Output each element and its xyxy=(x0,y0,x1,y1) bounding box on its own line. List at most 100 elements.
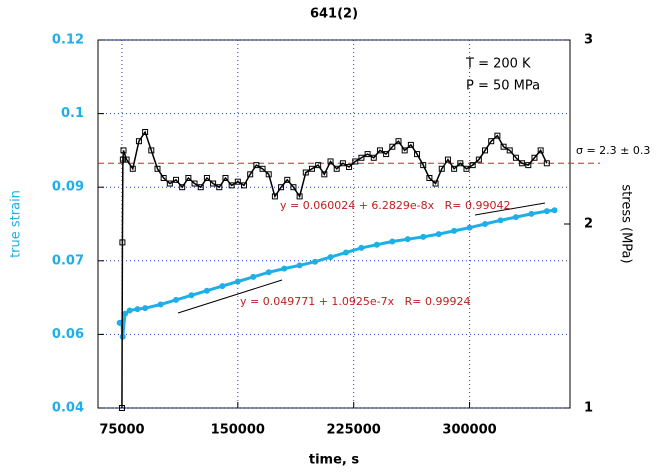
data-point xyxy=(463,165,470,172)
y2-tick-label: 1 xyxy=(584,401,593,416)
data-point xyxy=(364,151,371,158)
data-point xyxy=(543,160,550,167)
data-point xyxy=(389,143,396,150)
data-point xyxy=(296,262,303,269)
data-point xyxy=(308,165,315,172)
data-point xyxy=(118,405,125,411)
data-point xyxy=(531,154,538,161)
chart-title: 641(2) xyxy=(310,7,358,22)
data-point xyxy=(519,160,526,167)
data-point xyxy=(404,236,411,243)
data-point xyxy=(250,273,257,280)
y-tick-label: 0.09 xyxy=(52,180,84,195)
data-point xyxy=(265,171,272,178)
data-point xyxy=(383,151,390,158)
data-point xyxy=(346,163,353,170)
x-tick-label: 150000 xyxy=(211,423,265,438)
data-point xyxy=(203,175,210,181)
data-point xyxy=(435,231,442,238)
plot-frame xyxy=(97,39,571,409)
data-point xyxy=(407,141,414,148)
data-point xyxy=(444,156,451,163)
data-point xyxy=(401,147,408,154)
data-point xyxy=(197,184,204,191)
data-point xyxy=(120,147,127,154)
data-point xyxy=(457,160,464,167)
data-point xyxy=(315,162,322,169)
data-point xyxy=(126,307,133,314)
data-point xyxy=(506,147,513,154)
fit-label: y = 0.060024 + 6.2829e-8x R= 0.99042 xyxy=(280,199,510,212)
annotation: P = 50 MPa xyxy=(466,79,540,94)
data-point xyxy=(185,175,192,181)
data-point xyxy=(228,182,235,189)
data-point xyxy=(537,147,544,154)
data-point xyxy=(296,193,303,200)
y2-tick-label: 3 xyxy=(584,33,593,48)
data-point xyxy=(525,162,532,169)
data-point xyxy=(284,176,291,183)
data-point xyxy=(543,208,550,215)
data-point xyxy=(302,169,309,176)
data-point xyxy=(466,224,473,231)
y-tick-label: 0.06 xyxy=(52,327,84,342)
data-point xyxy=(173,176,180,183)
y-tick-label: 0.04 xyxy=(52,401,84,416)
data-point xyxy=(494,132,501,139)
data-point xyxy=(203,287,210,294)
data-point xyxy=(551,207,558,214)
data-point xyxy=(290,184,297,191)
data-point xyxy=(469,162,476,169)
data-point xyxy=(339,160,346,167)
data-point xyxy=(234,278,241,285)
data-point xyxy=(451,227,458,234)
annotation: T = 200 K xyxy=(465,57,531,72)
data-point xyxy=(259,165,266,172)
data-point xyxy=(451,165,458,172)
annotation: σ = 2.3 ± 0.3 xyxy=(576,144,650,157)
data-point xyxy=(142,305,149,312)
data-point xyxy=(265,269,272,276)
data-point xyxy=(166,180,173,187)
data-point xyxy=(134,306,141,313)
y-tick-label: 0.12 xyxy=(52,33,84,48)
y2-axis-label: stress (MPa) xyxy=(619,184,634,263)
y-tick-label: 0.1 xyxy=(61,106,84,121)
data-point xyxy=(432,180,439,187)
data-point xyxy=(342,249,349,256)
data-point xyxy=(142,129,149,135)
data-point xyxy=(271,193,278,200)
data-point xyxy=(122,310,129,317)
data-point xyxy=(414,151,421,158)
data-point xyxy=(247,171,254,178)
fit-line xyxy=(177,279,283,314)
data-point xyxy=(321,171,328,178)
data-point xyxy=(241,182,248,189)
data-point xyxy=(352,158,359,165)
series-line xyxy=(119,208,555,337)
data-point xyxy=(358,244,365,251)
data-point xyxy=(210,180,217,187)
data-point xyxy=(358,154,365,161)
data-point xyxy=(438,165,445,172)
data-point xyxy=(376,147,383,154)
data-point xyxy=(389,238,396,245)
data-point xyxy=(154,165,161,172)
data-point xyxy=(482,147,489,154)
data-point xyxy=(497,217,504,224)
data-point xyxy=(157,301,164,308)
data-point xyxy=(327,158,334,165)
data-point xyxy=(160,175,167,181)
data-point xyxy=(333,165,340,172)
data-point xyxy=(216,184,223,191)
x-tick-label: 75000 xyxy=(99,423,144,438)
data-point xyxy=(370,154,377,161)
data-point xyxy=(222,175,229,181)
y-tick-label: 0.07 xyxy=(52,253,84,268)
data-point xyxy=(528,210,535,217)
data-point xyxy=(327,254,334,261)
data-point xyxy=(312,258,319,265)
data-point xyxy=(253,162,260,169)
data-point xyxy=(188,292,195,299)
